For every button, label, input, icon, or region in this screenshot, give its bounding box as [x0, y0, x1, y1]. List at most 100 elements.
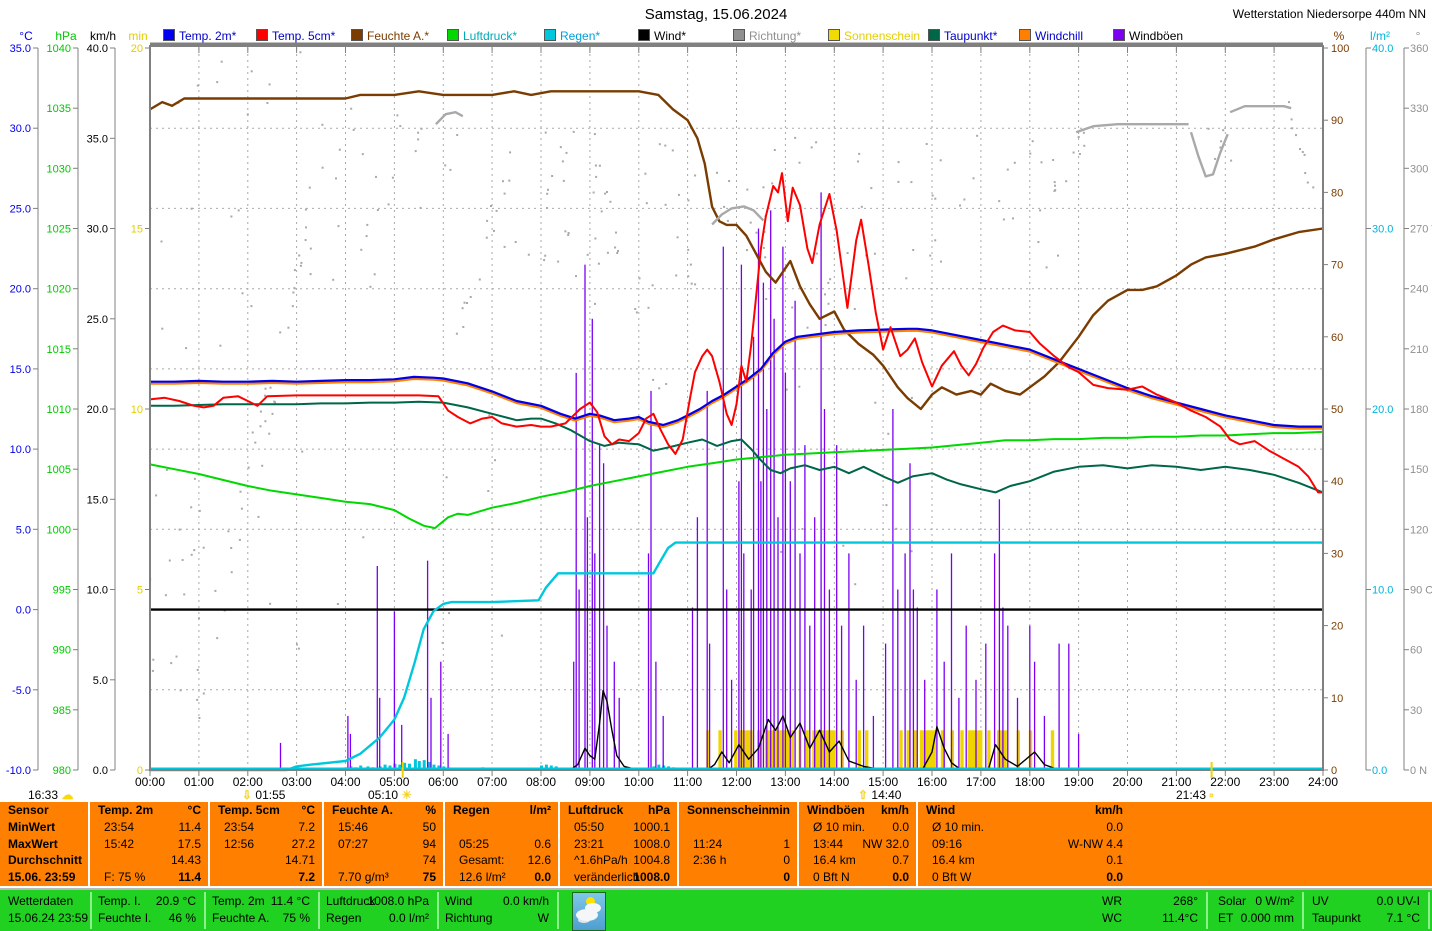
legend-label: Luftdruck* [463, 29, 518, 43]
statusbar-divider [1428, 892, 1430, 929]
cloud-icon: ☁ [61, 788, 74, 802]
stats-col-title: Sonnenschein [687, 803, 770, 817]
stats-col-unit: km/h [880, 803, 909, 817]
stats-cell-time: ^1.6hPa/h [574, 853, 628, 868]
stats-cell-value: 1 [783, 836, 790, 851]
svg-text:10.0: 10.0 [10, 444, 31, 456]
svg-text:270 W: 270 W [1410, 224, 1432, 236]
wind-direction-dots [149, 51, 1315, 719]
time-marker: 16:33 ☁ [28, 788, 74, 802]
status-label: 15.06.24 23:59 [8, 911, 89, 925]
stats-cell-time: 23:54 [224, 819, 255, 834]
svg-text:1020: 1020 [47, 284, 71, 296]
svg-text:1000: 1000 [47, 524, 71, 536]
svg-text:40.0: 40.0 [87, 43, 108, 55]
svg-text:11:00: 11:00 [673, 775, 702, 789]
svg-text:20: 20 [1331, 621, 1343, 633]
station-name: Wetterstation Niedersorpe 440m NN [1232, 7, 1426, 21]
svg-text:07:00: 07:00 [477, 775, 507, 789]
stats-cell-time: 15:42 [104, 836, 135, 851]
time-marker: 21:43 ▫ [1176, 788, 1214, 802]
stats-cell-value: 1008.0 [633, 870, 670, 885]
stats-col-unit: km/h [1094, 803, 1123, 817]
legend-item: Temp. 2m* [163, 29, 236, 43]
svg-text:20:00: 20:00 [1112, 775, 1142, 789]
statusbar-divider [437, 892, 439, 929]
stats-cell-time: 07:27 [338, 836, 369, 851]
svg-text:100: 100 [1331, 43, 1349, 55]
legend-item: Temp. 5cm* [256, 29, 335, 43]
svg-text:70: 70 [1331, 260, 1343, 272]
legend-label: Windböen [1129, 29, 1184, 43]
stats-cell-time: 2:36 h [693, 853, 727, 868]
stats-cell-value: 74 [422, 853, 436, 868]
svg-text:210: 210 [1410, 344, 1428, 356]
svg-text:22:00: 22:00 [1210, 775, 1240, 789]
svg-text:13:00: 13:00 [770, 775, 800, 789]
svg-text:17:00: 17:00 [966, 775, 996, 789]
stats-cell-value: 0.0 [1106, 870, 1123, 885]
svg-text:08:00: 08:00 [526, 775, 556, 789]
stats-col-title: Temp. 5cm [218, 803, 280, 817]
status-label: Feuchte A. [212, 911, 270, 925]
svg-text:10: 10 [131, 404, 143, 416]
svg-text:0.0: 0.0 [93, 765, 108, 777]
svg-text:0 N: 0 N [1410, 765, 1427, 777]
svg-text:21:00: 21:00 [1161, 775, 1191, 789]
svg-text:35.0: 35.0 [10, 43, 31, 55]
svg-text:5: 5 [137, 585, 143, 597]
stats-col-title: Wind [926, 803, 956, 817]
svg-text:985: 985 [53, 705, 71, 717]
statusbar-cell: Wetterdaten 15.06.24 23:59 [2, 893, 88, 929]
statusbar-divider [1206, 892, 1208, 929]
stats-cell-time: 0 Bft N [813, 870, 850, 885]
stats-cell-value: 0.6 [534, 836, 551, 851]
legend-swatch-icon [1113, 29, 1125, 41]
svg-text:1035: 1035 [47, 103, 71, 115]
stats-cell-value: 0.7 [892, 853, 909, 868]
status-label: Temp. I. [98, 894, 141, 908]
stats-cell-value: 75 [422, 870, 436, 885]
svg-text:1025: 1025 [47, 224, 71, 236]
legend-label: Sonnenschein [844, 29, 921, 43]
stats-cell-time: 23:21 [574, 836, 605, 851]
legend-swatch-icon [544, 29, 556, 41]
legend-swatch-icon [256, 29, 268, 41]
status-value: 1008.0 hPa [367, 894, 429, 908]
legend-swatch-icon [638, 29, 650, 41]
time-marker: ⇩ 01:55 [242, 788, 286, 802]
stats-cell-value: 11.4 [178, 870, 201, 885]
stats-col-unit: °C [187, 803, 201, 817]
svg-text:20.0: 20.0 [10, 284, 31, 296]
stats-table: Sensor MinWert MaxWert Durchschnitt 15.06. 2… [0, 802, 1432, 886]
status-label: WR [1102, 894, 1122, 908]
svg-text:30.0: 30.0 [10, 123, 31, 135]
legend-item: Richtung* [733, 29, 801, 43]
legend-label: Regen* [560, 29, 601, 43]
up-icon: ⇧ [858, 788, 869, 802]
svg-text:990: 990 [53, 645, 71, 657]
stats-cell-value: 1008.0 [633, 836, 670, 851]
svg-text:km/h: km/h [90, 29, 116, 43]
stats-cell-time: 05:50 [574, 819, 605, 834]
status-value: W [537, 911, 549, 925]
stats-col-unit: min [768, 803, 790, 817]
stats-column-Windböen: Windböen km/h Ø 10 min. 0.0 13:44 NW 32.0 16.4… [797, 802, 916, 886]
cloud-icon [585, 903, 601, 913]
svg-text:18:00: 18:00 [1015, 775, 1045, 789]
stats-cell-time: 15:46 [338, 819, 369, 834]
stats-cell-value: 0 [783, 853, 790, 868]
stats-cell-time: 05:25 [459, 836, 490, 851]
statusbar-cell: Temp. 2m 11.4 °C Feuchte A. 75 % [206, 893, 316, 929]
statusbar-divider [204, 892, 206, 929]
svg-text:30: 30 [1331, 548, 1343, 560]
svg-text:01:00: 01:00 [184, 775, 214, 789]
legend-item: Windböen [1113, 29, 1184, 43]
status-label: Richtung [445, 911, 493, 925]
time-marker: ⇧ 14:40 [858, 788, 902, 802]
legend-swatch-icon [1019, 29, 1031, 41]
stats-column-Feuchte A.: Feuchte A.% 15:46 50 07:27 94 74 7.70 g/m³ 75 [322, 802, 443, 886]
stats-cell-time: 16.4 km [932, 853, 975, 868]
svg-text:09:00: 09:00 [575, 775, 605, 789]
